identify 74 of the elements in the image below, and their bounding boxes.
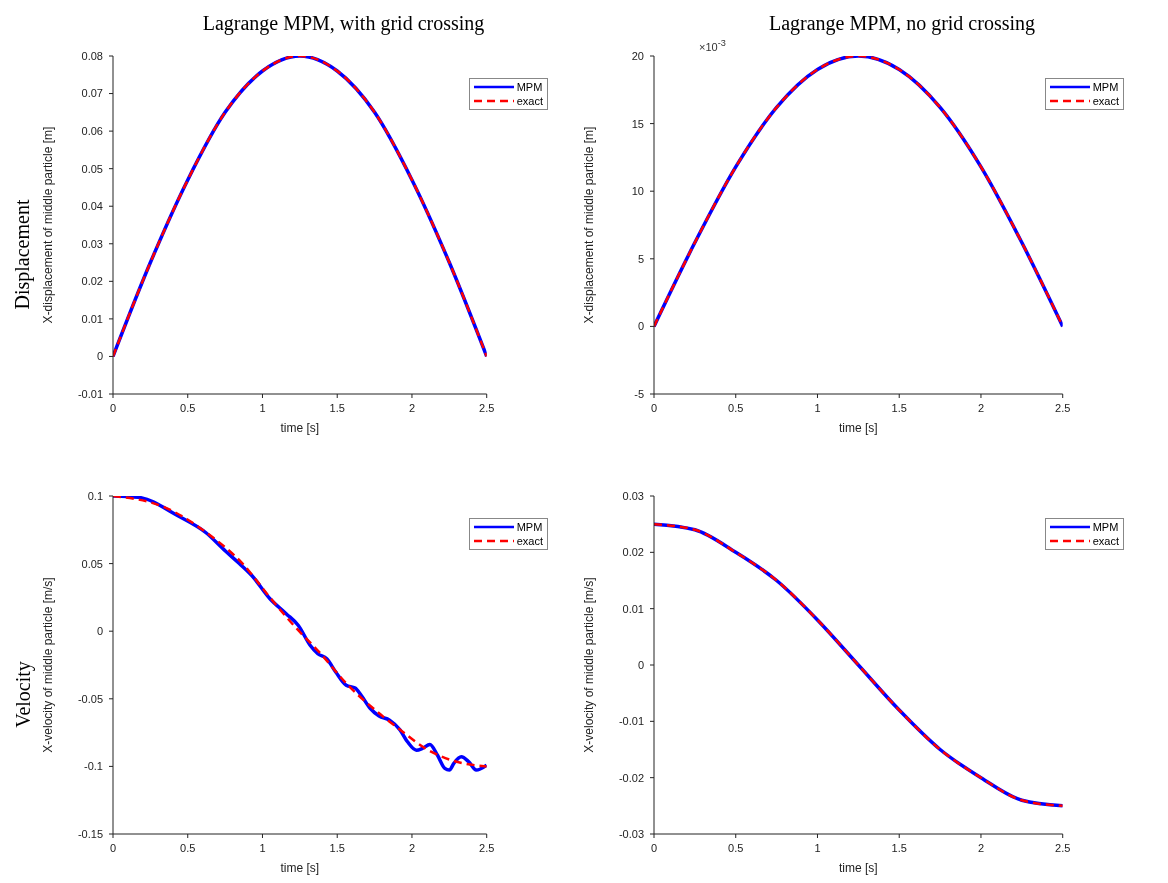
x-tick-label: 1.5 (891, 841, 907, 854)
text: ×10$^{-3}$ (699, 38, 726, 53)
y-axis-title: X-displacement of middle particle [m] (41, 126, 56, 324)
x-tick-label: 2 (977, 401, 985, 414)
x-tick-label: 2.5 (479, 841, 495, 854)
y-tick-label: 0.03 (622, 489, 644, 502)
y-tick-label: -0.01 (77, 387, 103, 400)
y-tick-label: -0.02 (618, 771, 644, 784)
x-tick-label: 0.5 (180, 401, 196, 414)
y-tick-label: -5 (634, 387, 644, 400)
x-tick-label: 0 (109, 401, 117, 414)
y-tick-label: -0.03 (618, 827, 644, 840)
y-tick-label: 0.07 (81, 87, 103, 100)
x-tick-label: 2.5 (479, 401, 495, 414)
y-tick-label: 0.02 (622, 546, 644, 559)
y-tick-label: 0.08 (81, 49, 103, 62)
x-axis-title: time [s] (839, 861, 878, 875)
y-tick-label: -0.1 (84, 760, 103, 773)
y-tick-label: 0.05 (81, 162, 103, 175)
x-tick-label: 0 (109, 841, 117, 854)
y-tick-label: -0.01 (618, 715, 644, 728)
y-tick-label: 0.04 (81, 200, 103, 213)
y-tick-label: 15 (631, 117, 644, 130)
legend-label: exact (516, 535, 543, 547)
legend-label: exact (516, 95, 543, 107)
y-tick-label: 0.01 (622, 602, 644, 615)
y-tick-label: 5 (637, 252, 644, 265)
chart-title: Lagrange MPM, no grid crossing (768, 12, 1036, 34)
y-tick-label: 0 (637, 320, 644, 333)
legend-label: exact (1092, 95, 1119, 107)
x-tick-label: 1 (814, 401, 821, 414)
x-tick-label: 1.5 (329, 841, 345, 854)
x-tick-label: 2 (977, 841, 985, 854)
legend-label: MPM (516, 81, 543, 93)
x-tick-label: 0.5 (180, 841, 196, 854)
x-axis-title: time [s] (280, 861, 320, 875)
y-axis-title: X-velocity of middle particle [m/s] (582, 577, 597, 753)
y-tick-label: 20 (631, 49, 644, 62)
text: Velocity (11, 660, 35, 728)
y-tick-label: 0 (96, 350, 103, 363)
legend-label: exact (1092, 535, 1119, 547)
chart-title: Lagrange MPM, with grid crossing (201, 11, 486, 37)
y-tick-label: 0.01 (81, 312, 103, 325)
y-tick-label: 0.02 (81, 275, 103, 288)
x-tick-label: 2.5 (1055, 841, 1071, 854)
text: Displacement (11, 199, 35, 309)
x-tick-label: 1.5 (891, 401, 907, 414)
x-tick-label: 1.5 (329, 401, 345, 414)
y-tick-label: 0.1 (87, 489, 103, 502)
y-tick-label: 0 (96, 625, 103, 638)
x-tick-label: 0.5 (728, 841, 744, 854)
x-tick-label: 1 (259, 401, 266, 414)
y-tick-label: 0.06 (81, 125, 103, 138)
y-tick-label: -0.05 (77, 692, 103, 705)
y-tick-label: -0.15 (77, 827, 103, 840)
x-tick-label: 0 (650, 401, 658, 414)
x-axis-title: time [s] (839, 421, 878, 435)
legend-label: MPM (516, 521, 543, 533)
x-tick-label: 1 (259, 841, 266, 854)
legend-label: MPM (1092, 81, 1119, 93)
x-tick-label: 1 (814, 841, 821, 854)
y-tick-label: 10 (631, 185, 644, 198)
y-tick-label: 0.05 (81, 557, 103, 570)
x-tick-label: 2.5 (1055, 401, 1071, 414)
x-tick-label: 0.5 (728, 401, 744, 414)
y-axis-title: X-velocity of middle particle [m/s] (41, 577, 56, 753)
y-tick-label: 0.03 (81, 237, 103, 250)
x-tick-label: 0 (650, 841, 658, 854)
y-tick-label: 0 (637, 658, 644, 671)
x-axis-title: time [s] (280, 421, 320, 435)
x-tick-label: 2 (408, 841, 416, 854)
x-tick-label: 2 (408, 401, 416, 414)
y-axis-title: X-displacement of middle particle [m] (582, 126, 597, 324)
legend-label: MPM (1092, 521, 1119, 533)
